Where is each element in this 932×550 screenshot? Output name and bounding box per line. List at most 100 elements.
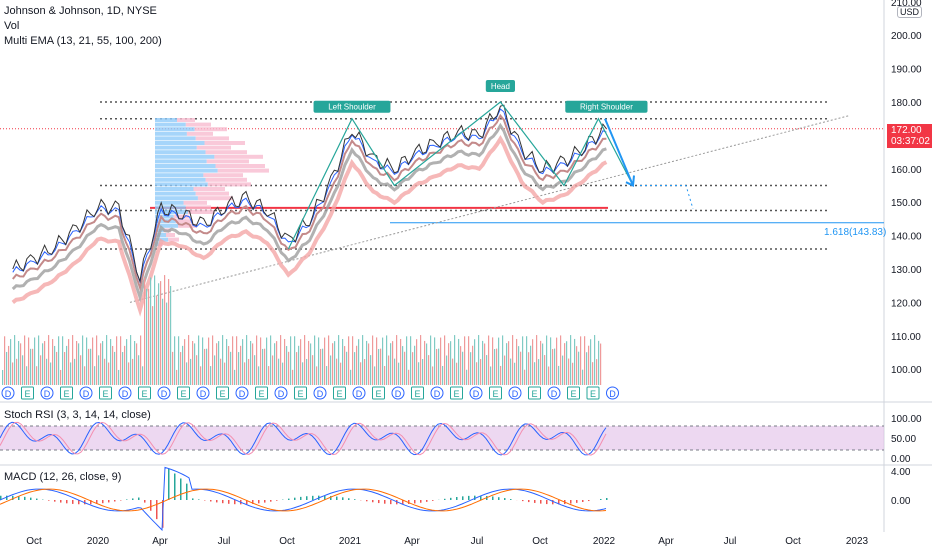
volume-profile-bar — [177, 118, 195, 122]
macd-histogram-bar — [54, 500, 56, 502]
volume-profile-bar — [193, 187, 225, 191]
volume-bar — [518, 346, 520, 385]
macd-histogram-bar — [144, 500, 146, 503]
dividend-marker-circle — [606, 386, 619, 400]
volume-profile-bar — [155, 223, 179, 228]
volume-profile-bar — [168, 237, 179, 242]
volume-bar — [422, 359, 424, 385]
volume-bar — [480, 359, 482, 385]
projection-path — [640, 185, 694, 210]
volume-bar — [226, 339, 228, 385]
volume-bar — [442, 365, 444, 385]
volume-bar — [580, 336, 582, 385]
volume-bar — [542, 343, 544, 385]
volume-bar — [590, 339, 592, 385]
dividend-marker-circle — [118, 386, 132, 400]
volume-bar — [348, 336, 350, 385]
price-tick-label: 110.00 — [891, 332, 921, 343]
volume-bar — [336, 358, 338, 385]
volume-bar — [228, 346, 230, 385]
earnings-marker: E — [411, 386, 424, 400]
dividend-marker-circle — [469, 386, 483, 400]
volume-profile-bar — [155, 187, 194, 191]
ema-100-line — [11, 122, 607, 303]
earnings-marker-box — [411, 386, 424, 400]
volume-bar — [350, 369, 352, 385]
dividend-marker-circle — [79, 386, 93, 400]
volume-bar — [258, 366, 260, 385]
volume-profile-bar — [178, 223, 197, 228]
time-tick-label: Jul — [724, 536, 737, 547]
macd-histogram-bar — [330, 496, 332, 500]
volume-bar — [320, 348, 322, 385]
macd-histogram-bar — [540, 500, 542, 504]
macd-histogram-bar — [408, 500, 410, 504]
time-tick-label: 2021 — [339, 536, 362, 547]
volume-bar — [588, 345, 590, 385]
volume-bar — [324, 337, 326, 385]
macd-histogram-bar — [390, 500, 392, 505]
volume-bar — [470, 352, 472, 385]
volume-bar — [284, 339, 286, 385]
volume-bar — [560, 335, 562, 385]
macd-histogram-bar — [48, 500, 50, 501]
volume-bar — [116, 336, 118, 385]
volume-bar — [18, 341, 20, 385]
macd-histogram-bar — [264, 500, 266, 503]
volume-bar — [62, 336, 64, 385]
volume-bar — [426, 343, 428, 385]
marker-letter: D — [512, 389, 519, 399]
marker-letter: D — [239, 389, 246, 399]
volume-bar — [76, 341, 78, 385]
volume-bar — [214, 355, 216, 385]
volume-bar — [326, 366, 328, 385]
volume-bar — [130, 335, 132, 385]
volume-bar — [340, 362, 342, 385]
arrow-head — [625, 175, 635, 188]
volume-bar — [128, 362, 130, 385]
volume-bar — [150, 277, 152, 385]
volume-profile-bar — [215, 164, 265, 168]
time-tick-label: Oct — [785, 536, 801, 547]
earnings-marker-box — [528, 386, 541, 400]
volume-profile-bar — [155, 150, 206, 155]
marker-letter: D — [473, 389, 480, 399]
marker-letter: E — [590, 389, 596, 399]
macd-histogram-bar — [174, 473, 176, 500]
volume-bar — [88, 348, 90, 385]
volume-bar — [418, 362, 420, 385]
volume-profile-bar — [166, 233, 175, 237]
volume-bar — [528, 352, 530, 385]
macd-histogram-bar — [156, 500, 158, 520]
marker-letter: D — [122, 389, 129, 399]
volume-bar — [476, 362, 478, 385]
volume-bar — [600, 343, 602, 385]
volume-bar — [286, 346, 288, 385]
volume-bar — [430, 335, 432, 385]
volume-bar — [268, 366, 270, 385]
volume-bar — [596, 359, 598, 385]
macd-histogram-bar — [426, 500, 428, 502]
volume-bar — [84, 366, 86, 385]
legend-vol: Vol — [4, 20, 20, 32]
currency-badge[interactable]: USD — [897, 6, 923, 18]
volume-bar — [304, 335, 306, 385]
volume-bar — [154, 275, 156, 385]
volume-bar — [80, 355, 82, 385]
volume-bar — [562, 355, 564, 385]
volume-bar — [382, 337, 384, 385]
volume-bar — [200, 366, 202, 385]
volume-profile-bar — [204, 141, 245, 145]
time-tick-label: 2022 — [593, 536, 616, 547]
marker-letter: D — [161, 389, 168, 399]
volume-profile-bar — [155, 136, 196, 141]
volume-profile-bar — [155, 145, 197, 150]
marker-letter: D — [395, 389, 402, 399]
macd-histogram-bar — [432, 500, 434, 501]
volume-bar — [344, 346, 346, 385]
volume-bar — [502, 335, 504, 385]
macd-histogram-bar — [66, 500, 68, 504]
legend: Johnson & Johnson, 1D, NYSE Vol Multi EM… — [4, 4, 162, 49]
earnings-marker-box — [567, 386, 580, 400]
